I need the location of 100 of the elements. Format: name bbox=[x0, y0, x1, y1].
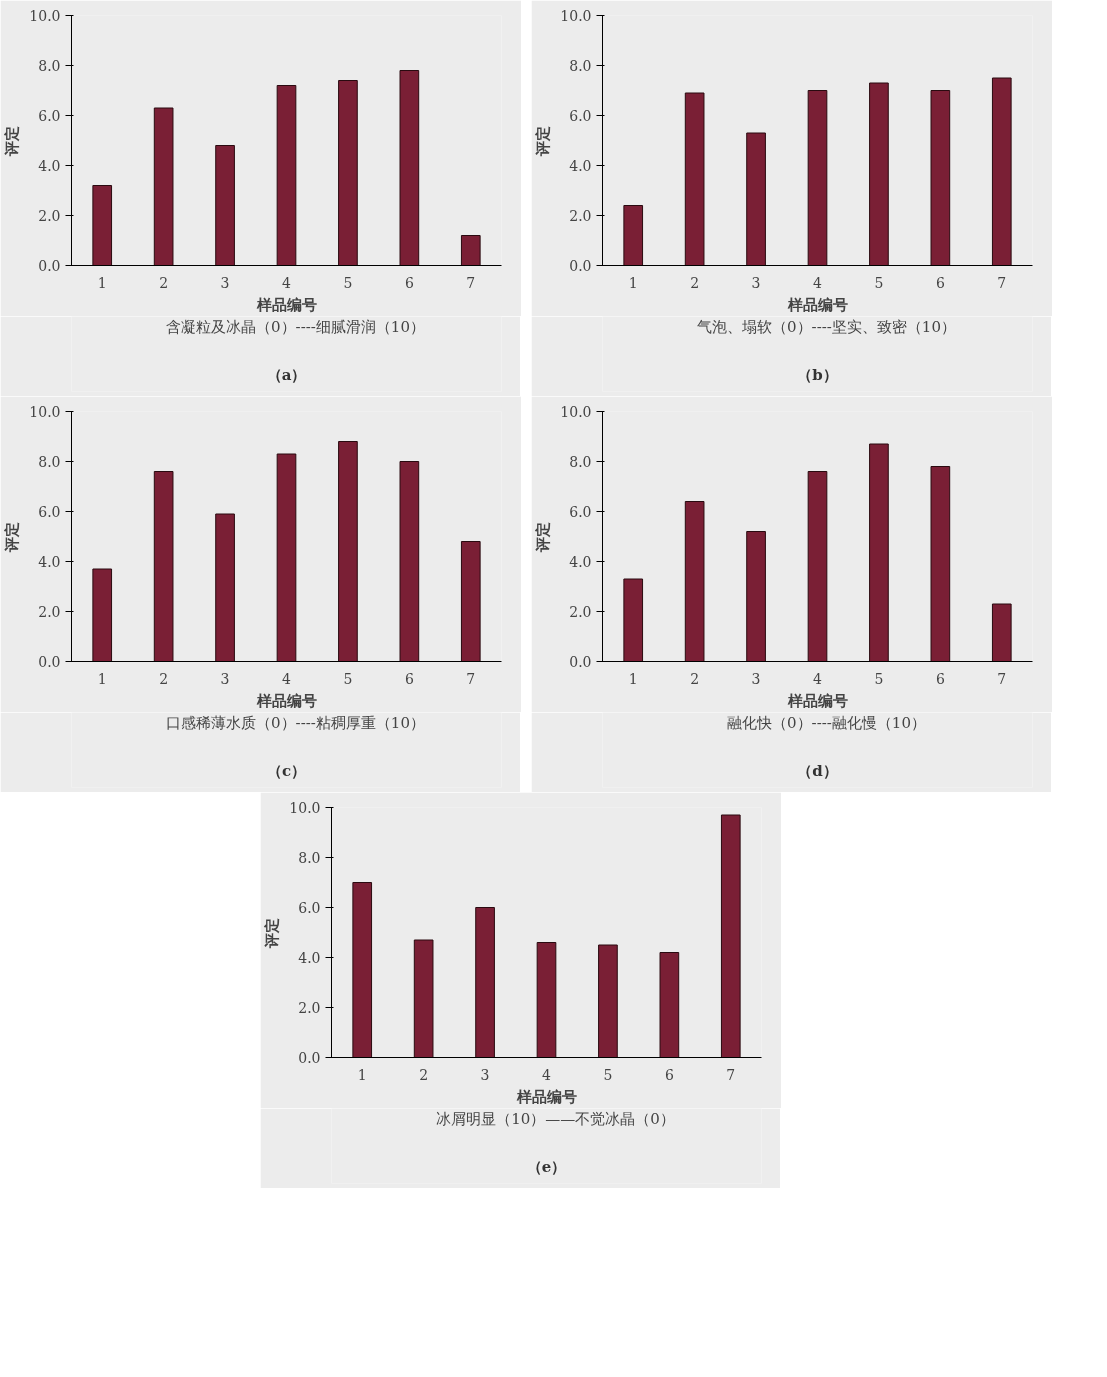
y-tick-label: 8.0 bbox=[38, 454, 61, 470]
bar bbox=[746, 531, 766, 662]
x-axis-title: 样品编号 bbox=[786, 295, 848, 314]
bar bbox=[746, 132, 766, 266]
bar bbox=[413, 939, 434, 1058]
x-tick-label: 7 bbox=[997, 274, 1007, 291]
x-axis-title: 样品编号 bbox=[786, 691, 848, 710]
y-axis-title: 评定 bbox=[3, 125, 22, 157]
x-tick-label: 3 bbox=[220, 670, 230, 687]
x-tick-label: 5 bbox=[343, 274, 353, 291]
x-tick-label: 2 bbox=[690, 274, 700, 291]
y-axis-title: 评定 bbox=[3, 521, 22, 553]
bar bbox=[623, 578, 644, 662]
text: （a） bbox=[266, 365, 307, 384]
x-tick-label: 7 bbox=[466, 274, 476, 291]
bar bbox=[807, 90, 828, 266]
y-tick-label: 2.0 bbox=[569, 208, 592, 224]
bar bbox=[352, 882, 373, 1058]
y-tick-label: 6.0 bbox=[298, 900, 321, 916]
text: 冰屑明显（10）——不觉冰晶（0） bbox=[436, 1110, 675, 1129]
x-tick-label: 4 bbox=[813, 670, 823, 687]
bar bbox=[991, 77, 1012, 266]
text: （e） bbox=[526, 1157, 567, 1176]
x-tick-label: 2 bbox=[159, 274, 169, 291]
x-tick-label: 5 bbox=[603, 1066, 613, 1083]
x-axis-title: 样品编号 bbox=[255, 691, 317, 710]
y-tick-label: 6.0 bbox=[569, 108, 592, 124]
bar bbox=[659, 952, 680, 1058]
bar bbox=[92, 185, 113, 266]
text: 口感稀薄水质（0）----粘稠厚重（10） bbox=[166, 714, 425, 733]
y-tick-label: 4.0 bbox=[298, 950, 321, 966]
bar bbox=[684, 501, 705, 662]
bar bbox=[153, 107, 174, 266]
text: （b） bbox=[797, 365, 838, 384]
bar bbox=[399, 70, 420, 266]
y-tick-label: 10.0 bbox=[29, 404, 61, 420]
y-tick-label: 10.0 bbox=[560, 404, 592, 420]
x-tick-label: 4 bbox=[282, 670, 292, 687]
x-tick-label: 6 bbox=[404, 670, 414, 687]
x-tick-label: 3 bbox=[751, 670, 761, 687]
bar bbox=[536, 942, 557, 1058]
bar bbox=[92, 568, 113, 662]
x-tick-label: 6 bbox=[664, 1066, 674, 1083]
y-tick-label: 6.0 bbox=[569, 504, 592, 520]
y-tick-label: 8.0 bbox=[298, 850, 321, 866]
y-tick-label: 10.0 bbox=[289, 800, 321, 816]
y-tick-label: 2.0 bbox=[569, 604, 592, 620]
text: 气泡、塌软（0）----坚实、致密（10） bbox=[697, 318, 956, 337]
bar bbox=[869, 443, 889, 662]
x-tick-label: 6 bbox=[935, 274, 945, 291]
x-tick-label: 2 bbox=[690, 670, 700, 687]
bar bbox=[475, 907, 495, 1058]
x-tick-label: 5 bbox=[874, 274, 884, 291]
x-tick-label: 4 bbox=[542, 1066, 552, 1083]
text: 含凝粒及冰晶（0）----细腻滑润（10） bbox=[166, 318, 425, 337]
bar bbox=[153, 471, 174, 662]
y-axis-title: 评定 bbox=[534, 521, 553, 553]
x-tick-label: 1 bbox=[97, 670, 107, 687]
y-tick-label: 10.0 bbox=[29, 8, 61, 24]
x-tick-label: 3 bbox=[751, 274, 761, 291]
y-tick-label: 6.0 bbox=[38, 108, 61, 124]
x-tick-label: 7 bbox=[466, 670, 476, 687]
x-tick-label: 5 bbox=[874, 670, 884, 687]
text: 融化快（0）----融化慢（10） bbox=[727, 714, 926, 733]
y-tick-label: 4.0 bbox=[38, 158, 61, 174]
y-tick-label: 4.0 bbox=[569, 158, 592, 174]
bar bbox=[399, 461, 420, 662]
x-tick-label: 2 bbox=[159, 670, 169, 687]
x-tick-label: 7 bbox=[726, 1066, 736, 1083]
bar bbox=[807, 471, 828, 662]
y-tick-label: 0.0 bbox=[298, 1050, 321, 1066]
y-tick-label: 0.0 bbox=[569, 258, 592, 274]
bar bbox=[215, 145, 235, 266]
y-tick-label: 4.0 bbox=[38, 554, 61, 570]
bar bbox=[276, 453, 297, 662]
y-tick-label: 0.0 bbox=[38, 258, 61, 274]
bar bbox=[720, 814, 741, 1058]
bar bbox=[623, 205, 644, 266]
x-tick-label: 3 bbox=[480, 1066, 490, 1083]
x-axis-title: 样品编号 bbox=[255, 295, 317, 314]
x-tick-label: 4 bbox=[813, 274, 823, 291]
bar bbox=[930, 90, 951, 266]
y-tick-label: 10.0 bbox=[560, 8, 592, 24]
bar bbox=[338, 80, 358, 266]
bar bbox=[869, 82, 889, 266]
y-tick-label: 4.0 bbox=[569, 554, 592, 570]
y-tick-label: 8.0 bbox=[38, 58, 61, 74]
y-tick-label: 2.0 bbox=[38, 208, 61, 224]
bar bbox=[215, 513, 235, 662]
x-tick-label: 1 bbox=[628, 670, 638, 687]
y-tick-label: 8.0 bbox=[569, 454, 592, 470]
x-tick-label: 1 bbox=[97, 274, 107, 291]
bar bbox=[598, 944, 618, 1058]
x-tick-label: 1 bbox=[357, 1066, 367, 1083]
y-tick-label: 2.0 bbox=[38, 604, 61, 620]
y-axis-title: 评定 bbox=[263, 917, 282, 949]
x-tick-label: 1 bbox=[628, 274, 638, 291]
x-tick-label: 6 bbox=[404, 274, 414, 291]
bar bbox=[684, 92, 705, 266]
x-tick-label: 6 bbox=[935, 670, 945, 687]
